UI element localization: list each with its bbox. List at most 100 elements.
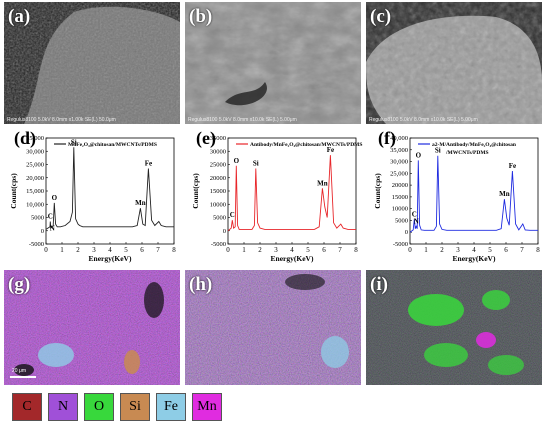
x-tick-label: 4 — [108, 246, 112, 254]
x-tick-label: 8 — [536, 246, 540, 254]
panel-label-a: (a) — [8, 6, 31, 27]
x-tick-label: 7 — [338, 246, 342, 254]
y-tick-label: 35000 — [210, 135, 226, 142]
sem-image-b: (b) Regulus8100 5.0kV 8.0mm x10.0k SE(L)… — [185, 2, 361, 124]
x-tick-label: 3 — [92, 246, 96, 254]
panel-label: (f) — [378, 128, 396, 149]
y-tick-label: 20000 — [210, 175, 226, 182]
panel-label-c: (c) — [370, 6, 392, 27]
x-tick-label: 8 — [354, 246, 358, 254]
legend-text: Antibody/MnFe₂O₄@chitosan/MWCNTs/PDMS — [250, 142, 362, 148]
sem-info-c: Regulus8100 5.0kV 8.0mm x10.0k SE(L) 5.0… — [369, 117, 478, 123]
eds-map-h: (h) — [185, 270, 361, 385]
x-tick-label: 0 — [226, 246, 230, 254]
eds-map-g: (g) 20 μm — [4, 270, 180, 385]
peak-label-mn: Mn — [135, 199, 146, 207]
x-tick-label: 2 — [76, 246, 80, 254]
sem-image-c: (c) Regulus8100 5.0kV 8.0mm x10.0k SE(L)… — [366, 2, 542, 124]
panel-label-g: (g) — [8, 274, 31, 295]
peak-label-c: C — [48, 212, 53, 220]
x-tick-label: 4 — [290, 246, 294, 254]
peak-label-o: O — [416, 151, 422, 159]
peak-label-si: Si — [435, 147, 441, 155]
x-axis-label: Energy(KeV) — [89, 254, 132, 263]
x-tick-label: 1 — [60, 246, 64, 254]
x-tick-label: 0 — [44, 246, 48, 254]
y-tick-label: 25000 — [210, 162, 226, 169]
y-tick-label: 5000 — [213, 215, 226, 222]
peak-label-fe: Fe — [145, 159, 152, 167]
y-tick-label: 0 — [41, 228, 44, 235]
peak-label-si: Si — [71, 138, 77, 146]
x-tick-label: 5 — [488, 246, 492, 254]
sem-image-a: (a) Regulus8100 5.0kV 8.0mm x1.00k SE(L)… — [4, 2, 180, 124]
y-tick-label: 20000 — [392, 182, 408, 189]
y-tick-label: 0 — [223, 228, 226, 235]
y-tick-label: 10000 — [210, 201, 226, 208]
peak-label-c: C — [230, 211, 235, 219]
x-tick-label: 3 — [274, 246, 278, 254]
panel-label-b: (b) — [189, 6, 213, 27]
eds-map-i: (i) — [366, 270, 542, 385]
peak-label-n: N — [50, 224, 55, 232]
y-tick-label: 10,000 — [26, 201, 44, 208]
y-axis-label: Count(cps) — [9, 173, 18, 209]
spectrum-line — [409, 155, 538, 233]
legend-swatch-si: Si — [120, 393, 150, 421]
element-legend: C N O Si Fe Mn — [12, 393, 222, 421]
x-tick-label: 7 — [156, 246, 160, 254]
y-tick-label: 15000 — [210, 188, 226, 195]
peak-label-fe: Fe — [509, 162, 516, 170]
eds-chart-d: (d) -5000 0 5000 10,000 15,000 20,000 25,000 30,… — [2, 128, 182, 268]
peak-label-o: O — [52, 194, 58, 202]
y-tick-label: 40,000 — [390, 135, 408, 142]
x-tick-label: 2 — [440, 246, 444, 254]
eds-chart-f: (f) -5000 0 5000 10000 15000 20000 25,000 30,000… — [366, 128, 546, 268]
panel-label: (e) — [196, 128, 216, 149]
y-tick-label: 30,000 — [390, 159, 408, 166]
legend-text: MnFe₂O₄@chitosan/MWCNTs/PDMS — [68, 142, 157, 148]
y-tick-label: 30000 — [210, 148, 226, 155]
spectrum-line — [45, 147, 174, 230]
x-tick-label: 0 — [408, 246, 412, 254]
legend-text: a2-M/Antibody/MnFe₂O₄@chitosan — [432, 142, 516, 148]
x-tick-label: 2 — [258, 246, 262, 254]
x-tick-label: 5 — [124, 246, 128, 254]
panel-label-i: (i) — [370, 274, 388, 295]
x-tick-label: 7 — [520, 246, 524, 254]
legend-swatch-mn: Mn — [192, 393, 222, 421]
peak-label-c: C — [412, 210, 417, 218]
spectrum-line — [227, 155, 356, 232]
peak-label-fe: Fe — [327, 146, 334, 154]
eds-chart-e: (e) -5000 0 5000 10000 15000 20000 25000 30000 35… — [184, 128, 364, 268]
x-axis-label: Energy(KeV) — [453, 254, 496, 263]
y-tick-label: 30,000 — [26, 148, 44, 155]
legend-swatch-o: O — [84, 393, 114, 421]
peak-label-mn: Mn — [499, 190, 510, 198]
x-tick-label: 3 — [456, 246, 460, 254]
y-tick-label: 25,000 — [26, 162, 44, 169]
y-tick-label: -5000 — [393, 241, 408, 248]
x-tick-label: 5 — [306, 246, 310, 254]
y-tick-label: 35,000 — [26, 135, 44, 142]
y-tick-label: 5000 — [395, 217, 408, 224]
y-tick-label: 20,000 — [26, 175, 44, 182]
legend-swatch-fe: Fe — [156, 393, 186, 421]
panel-label: (d) — [14, 128, 36, 149]
y-tick-label: 5000 — [31, 215, 44, 222]
y-tick-label: 25,000 — [390, 170, 408, 177]
x-tick-label: 4 — [472, 246, 476, 254]
sem-info-a: Regulus8100 5.0kV 8.0mm x1.00k SE(L) 50.… — [7, 117, 116, 123]
sem-info-b: Regulus8100 5.0kV 8.0mm x10.0k SE(L) 5.0… — [188, 117, 297, 123]
y-tick-label: -5000 — [29, 241, 44, 248]
y-tick-label: 35,000 — [390, 147, 408, 154]
y-tick-label: 15,000 — [26, 188, 44, 195]
x-tick-label: 1 — [242, 246, 246, 254]
y-tick-label: 0 — [405, 229, 408, 236]
x-tick-label: 6 — [140, 246, 144, 254]
legend-swatch-n: N — [48, 393, 78, 421]
x-tick-label: 6 — [504, 246, 508, 254]
peak-label-mn: Mn — [317, 179, 328, 187]
y-tick-label: -5000 — [211, 241, 226, 248]
y-tick-label: 15000 — [392, 194, 408, 201]
